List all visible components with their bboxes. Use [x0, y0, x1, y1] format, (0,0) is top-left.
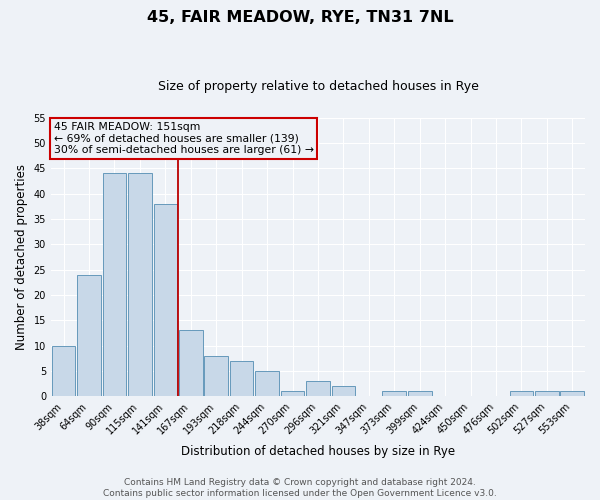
Bar: [230, 361, 253, 396]
Text: Contains HM Land Registry data © Crown copyright and database right 2024.
Contai: Contains HM Land Registry data © Crown c…: [103, 478, 497, 498]
Bar: [103, 174, 127, 396]
Bar: [77, 275, 101, 396]
Text: 45 FAIR MEADOW: 151sqm
← 69% of detached houses are smaller (139)
30% of semi-de: 45 FAIR MEADOW: 151sqm ← 69% of detached…: [53, 122, 314, 155]
Bar: [535, 391, 559, 396]
Bar: [509, 391, 533, 396]
Bar: [179, 330, 203, 396]
Bar: [205, 356, 228, 397]
X-axis label: Distribution of detached houses by size in Rye: Distribution of detached houses by size …: [181, 444, 455, 458]
Bar: [52, 346, 76, 397]
Bar: [408, 391, 431, 396]
Bar: [382, 391, 406, 396]
Bar: [332, 386, 355, 396]
Text: 45, FAIR MEADOW, RYE, TN31 7NL: 45, FAIR MEADOW, RYE, TN31 7NL: [146, 10, 454, 25]
Bar: [128, 174, 152, 396]
Bar: [560, 391, 584, 396]
Title: Size of property relative to detached houses in Rye: Size of property relative to detached ho…: [158, 80, 478, 93]
Bar: [255, 371, 279, 396]
Bar: [154, 204, 177, 396]
Bar: [281, 391, 304, 396]
Y-axis label: Number of detached properties: Number of detached properties: [15, 164, 28, 350]
Bar: [306, 381, 330, 396]
